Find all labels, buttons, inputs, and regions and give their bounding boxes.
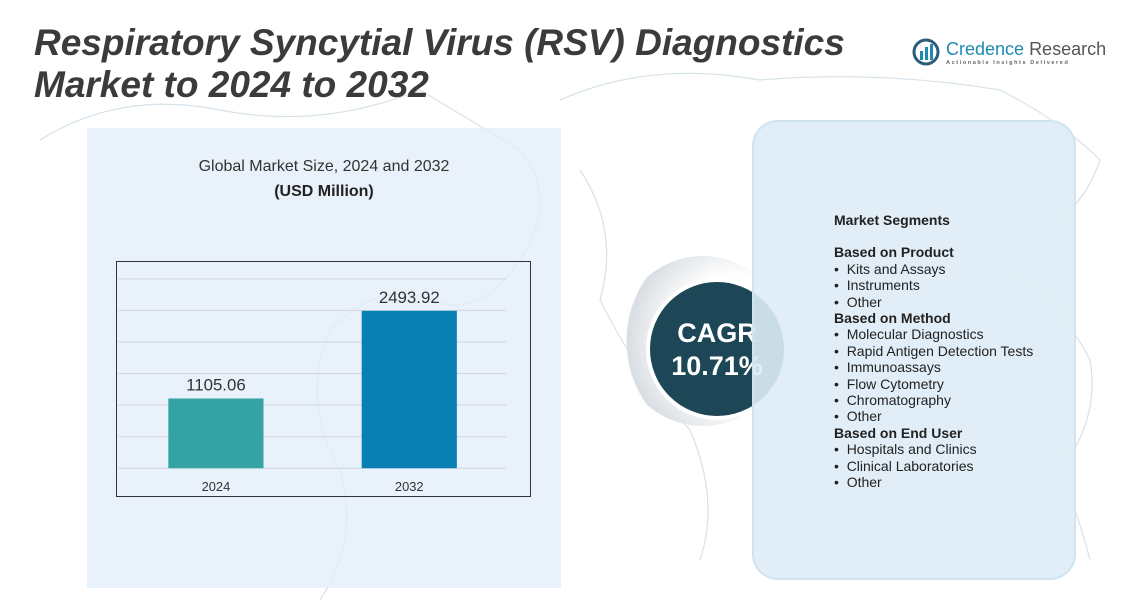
segment-item-label: Rapid Antigen Detection Tests [846,342,1034,359]
bullet-icon: • [834,457,847,474]
segment-item: • Other [834,474,1033,490]
data-label: 1105.06 [186,376,246,395]
segment-item-label: Clinical Laboratories [846,457,974,474]
chart-panel: Global Market Size, 2024 and 2032 (USD M… [87,128,561,588]
credence-research-logo: Credence Research Actionable Insights De… [912,38,1106,66]
page-title: Respiratory Syncytial Virus (RSV) Diagno… [34,22,845,105]
bullet-icon: • [834,342,847,359]
bullet-icon: • [834,474,847,491]
segment-item-label: Chromatography [846,392,951,409]
segment-item: • Kits and Assays [834,261,1033,277]
bar-2032 [361,310,457,469]
segment-item: • Clinical Laboratories [834,458,1033,474]
segment-item-label: Other [846,474,882,491]
logo-tagline: Actionable Insights Delivered [946,59,1070,66]
segment-item: • Other [834,294,1033,310]
data-label: 2493.92 [379,288,440,307]
segments-list: Market Segments Based on Product • Kits a… [834,212,1033,491]
segment-item-label: Kits and Assays [846,260,946,277]
bullet-icon: • [834,260,847,277]
segment-item: • Other [834,408,1033,424]
segment-item-label: Molecular Diagnostics [846,326,984,343]
segment-group-title: Based on Product [834,244,954,261]
chart-subtitle: (USD Million) [274,183,374,200]
cagr-label: CAGR [677,318,757,348]
segment-item-label: Immunoassays [846,359,941,376]
logo-name-b: Research [1029,38,1107,59]
bar-chart: 1105.06 2024 2493.92 2032 [116,261,531,497]
bullet-icon: • [834,293,847,310]
chart-title: Global Market Size, 2024 and 2032 [198,158,450,175]
bullet-icon: • [834,375,847,392]
segment-item: • Hospitals and Clinics [834,441,1033,457]
bullet-icon: • [834,277,847,294]
x-tick-label: 2024 [202,479,231,494]
segment-item: • Molecular Diagnostics [834,326,1033,342]
segment-item: • Immunoassays [834,359,1033,375]
bullet-icon: • [834,359,847,376]
segment-item-label: Flow Cytometry [846,375,944,392]
segment-item-label: Instruments [846,277,920,294]
segment-item: • Chromatography [834,392,1033,408]
segment-item-label: Other [846,293,882,310]
bar-2024 [168,398,264,469]
bullet-icon: • [834,441,847,458]
segment-group-title: Based on Method [834,310,951,327]
logo-name-a: Credence [946,38,1025,59]
bullet-icon: • [834,408,847,425]
segments-heading: Market Segments [834,212,950,228]
cagr-value: 10.71% [671,351,763,381]
bullet-icon: • [834,392,847,409]
segments-panel [752,120,1076,580]
segment-item: • Rapid Antigen Detection Tests [834,343,1033,359]
segment-item-label: Other [846,408,882,425]
logo-icon [912,38,940,66]
x-tick-label: 2032 [395,479,424,494]
segment-item-label: Hospitals and Clinics [846,441,977,458]
segment-item: • Instruments [834,277,1033,293]
segment-group-title: Based on End User [834,424,963,441]
segment-item: • Flow Cytometry [834,376,1033,392]
bullet-icon: • [834,326,847,343]
